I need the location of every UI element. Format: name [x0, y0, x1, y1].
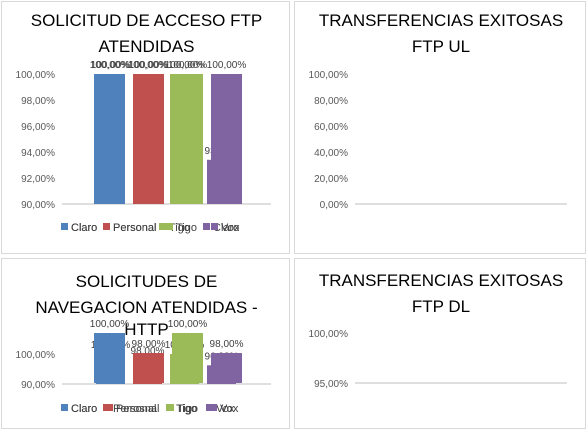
legend-label: Tigo: [176, 222, 197, 234]
data-label: 100,00%: [90, 319, 130, 330]
y-tick-label: 100,00%: [309, 70, 349, 81]
legend-swatch: [106, 404, 113, 411]
legend-swatch: [166, 223, 173, 230]
chart-title-line: FTP DL: [412, 297, 470, 316]
chart-title-line: NAVEGACION ATENDIDAS -: [35, 298, 257, 317]
legend-swatch: [61, 404, 68, 411]
legend-label: Vox: [216, 403, 235, 415]
chart-title-line: FTP UL: [412, 37, 470, 56]
legend-label: Tigo: [177, 403, 198, 415]
data-label: 100,00%: [165, 60, 205, 71]
chart-title-line: TRANSFERENCIAS EXITOSAS: [319, 11, 563, 30]
chart-panel-ftp-ul: TRANSFERENCIAS EXITOSAS FTP UL 0,00% 20,00%…: [61, 1, 586, 254]
y-tick-label: 94,00%: [21, 148, 55, 159]
chart-title-line: TRANSFERENCIAS EXITOSAS: [319, 271, 563, 290]
y-tick-label: 90,00%: [21, 200, 55, 211]
legend-label: Claro: [71, 403, 97, 415]
chart-panel-http: SOLICITUDES DE NAVEGACION ATENDIDAS - HTTP…: [1, 258, 290, 429]
legend-label: Claro: [213, 222, 239, 234]
bar-claro: [94, 74, 125, 204]
chart-title-line: SOLICITUD DE ACCESO FTP: [31, 11, 262, 30]
legend-swatch: [167, 404, 174, 411]
y-tick-label: 60,00%: [314, 122, 348, 133]
chart-title-line: HTTP: [124, 320, 168, 339]
legend-swatch: [211, 223, 218, 230]
data-label: 100,00%: [91, 60, 131, 71]
y-tick-label: 80,00%: [314, 96, 348, 107]
data-label: 100,00%: [128, 60, 168, 71]
y-tick-label: 95,00%: [314, 379, 348, 390]
y-tick-label: 0,00%: [320, 200, 348, 211]
legend-swatch: [103, 223, 110, 230]
legend-label: Claro: [71, 222, 97, 234]
y-tick-label: 92,00%: [21, 174, 55, 185]
data-label: 100,00%: [207, 60, 247, 71]
y-tick-label: 90,00%: [21, 380, 55, 391]
data-label: 100,00%: [168, 319, 208, 330]
legend-label: Vox: [221, 222, 240, 234]
bar-perosnal: [133, 353, 164, 383]
legend-label: Tigo: [176, 403, 197, 415]
legend-label: Personal: [113, 403, 156, 415]
legend-label: Personal: [113, 222, 156, 234]
data-label: 100,00%: [90, 60, 130, 71]
bar-vox: [211, 353, 242, 383]
chart-title-line: SOLICITUDES DE: [76, 272, 218, 291]
y-tick-label: 40,00%: [314, 148, 348, 159]
legend-label: Claro: [71, 222, 97, 234]
legend-label: Vox: [220, 403, 239, 415]
chart-ftp-ul: TRANSFERENCIAS EXITOSAS FTP UL 0,00% 20,00%…: [61, 11, 567, 234]
data-label: 98,00%: [132, 339, 166, 350]
y-tick-label: 100,00%: [16, 350, 56, 361]
data-label: 98,00%: [210, 339, 244, 350]
data-label: 100,00%: [129, 60, 169, 71]
y-tick-label: 96,00%: [21, 122, 55, 133]
data-label: 98,00%: [131, 346, 165, 357]
legend-label: Personal: [113, 222, 156, 234]
bar-vox: [211, 74, 242, 204]
legend-label: Perosnal: [116, 403, 159, 415]
bar-claro: [94, 333, 125, 383]
legend-label: Tigo: [169, 222, 190, 234]
y-tick-label: 20,00%: [314, 174, 348, 185]
chart-panel-ftp-dl: TRANSFERENCIAS EXITOSAS FTP DL 95,00% 100,0…: [61, 258, 586, 429]
chart-title-line: ATENDIDAS: [98, 37, 194, 56]
y-tick-label: 98,00%: [21, 96, 55, 107]
legend-swatch: [61, 223, 68, 230]
bar-personal: [133, 74, 164, 204]
data-label: 100,00%: [168, 60, 208, 71]
y-tick-label: 100,00%: [309, 329, 349, 340]
legend-swatch: [206, 404, 213, 411]
bar-tigo: [172, 74, 203, 204]
legend-label: Claro: [71, 403, 97, 415]
bar-tigo: [172, 333, 203, 383]
legend-swatch: [210, 404, 217, 411]
chart-ftp-dl: TRANSFERENCIAS EXITOSAS FTP DL 95,00% 100,0…: [61, 271, 567, 415]
legend-swatch: [159, 223, 166, 230]
y-tick-label: 100,00%: [16, 70, 56, 81]
legend-swatch: [203, 223, 210, 230]
